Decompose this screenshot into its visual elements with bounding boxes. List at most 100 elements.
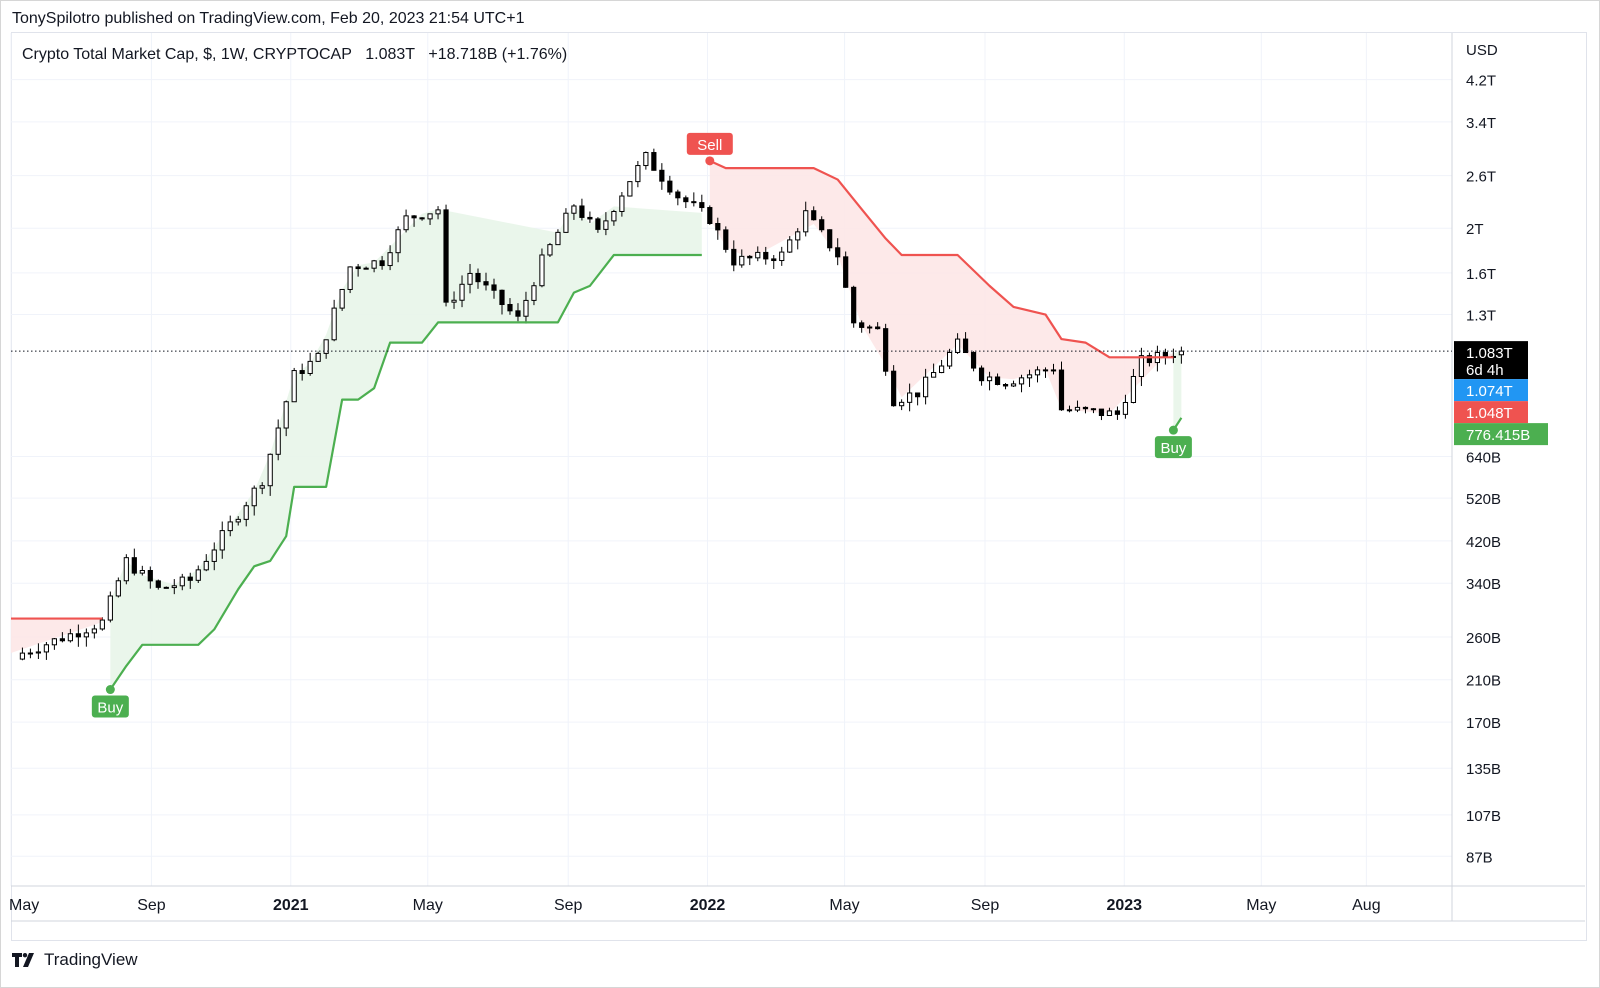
candle-body	[331, 307, 337, 341]
candle-body	[563, 212, 569, 233]
candle-body	[379, 260, 385, 267]
price-axis-tick: 1.6T	[1466, 266, 1496, 283]
candle-body	[91, 628, 97, 634]
price-axis-tick: 340B	[1466, 576, 1501, 593]
candle-body	[163, 586, 169, 589]
time-axis-tick: 2021	[273, 897, 309, 914]
candle-body	[171, 585, 177, 589]
candle-body	[891, 370, 897, 407]
candle-body	[339, 288, 345, 309]
legend-symbol: Crypto Total Market Cap, $, 1W, CRYPTOCA…	[22, 46, 352, 63]
time-axis-tick: Sep	[554, 897, 583, 914]
candle-body	[283, 401, 289, 429]
buy-signal-dot	[105, 685, 115, 695]
candle-body	[179, 576, 185, 587]
candle-body	[683, 197, 689, 203]
candle-body	[699, 202, 705, 209]
candle-body	[187, 576, 193, 581]
time-axis-tick: 2023	[1106, 897, 1142, 914]
candle-body	[523, 299, 529, 317]
legend-change: +18.718B (+1.76%)	[428, 46, 568, 63]
candle-body	[139, 569, 145, 574]
candle-body	[1002, 384, 1009, 387]
candle-body	[659, 169, 665, 182]
candle-body	[131, 557, 137, 574]
candle-body	[803, 210, 809, 233]
supertrend-fill-down	[709, 160, 1174, 414]
candle-body	[962, 338, 969, 354]
candle-body	[827, 229, 833, 249]
price-axis-tick: 2T	[1466, 221, 1484, 238]
candle-body	[843, 256, 849, 288]
candle-body	[291, 370, 297, 403]
price-axis-tick: 210B	[1466, 673, 1501, 690]
candle-body	[994, 376, 1001, 386]
candle-body	[715, 222, 721, 231]
candle-body	[1122, 401, 1129, 415]
candle-body	[763, 251, 769, 260]
candle-body	[235, 518, 241, 523]
candle-body	[499, 289, 505, 306]
candle-body	[819, 219, 825, 231]
price-axis-tick: 420B	[1466, 534, 1501, 551]
candle-body	[1050, 369, 1057, 372]
candle-body	[547, 244, 553, 256]
candle-body	[1018, 377, 1025, 385]
time-axis-tick: May	[829, 897, 859, 914]
candle-body	[507, 304, 513, 312]
supertrend-line-down	[709, 159, 1174, 359]
price-label-text: 1.083T	[1466, 345, 1513, 362]
candle-body	[755, 251, 761, 259]
sell-signal-text: Sell	[697, 137, 722, 154]
candle-body	[43, 644, 49, 653]
candle-body	[387, 252, 393, 267]
candle-body	[635, 165, 641, 183]
price-axis-tick: 520B	[1466, 491, 1501, 508]
time-axis-tick: Sep	[137, 897, 166, 914]
price-axis-tick: 260B	[1466, 630, 1501, 647]
time-axis-tick: Sep	[971, 897, 1000, 914]
candle-body	[603, 220, 609, 230]
price-label-text: 776.415B	[1466, 427, 1530, 444]
candle-body	[707, 207, 713, 224]
candle-body	[1090, 408, 1097, 411]
candle-body	[946, 351, 953, 367]
candle-body	[1098, 408, 1105, 416]
candle-body	[651, 152, 657, 171]
candle-body	[1146, 355, 1153, 364]
candle-body	[307, 360, 313, 374]
time-axis-tick: Aug	[1352, 897, 1380, 914]
candle-body	[435, 209, 441, 215]
price-axis-tick: 1.3T	[1466, 308, 1496, 325]
candle-body	[938, 365, 945, 374]
price-axis-tick: 2.6T	[1466, 169, 1496, 186]
candle-body	[1066, 409, 1073, 412]
candle-body	[347, 266, 353, 290]
candle-body	[731, 248, 737, 266]
supertrend-fill-up	[1173, 351, 1182, 431]
candle-body	[99, 619, 105, 630]
price-axis-unit: USD	[1466, 42, 1498, 59]
candle-body	[115, 580, 121, 597]
candle-body	[203, 560, 209, 571]
price-label-text: 1.048T	[1466, 405, 1513, 422]
candle-body	[787, 239, 793, 253]
footer[interactable]: TradingView	[12, 950, 138, 970]
candle-body	[51, 638, 57, 646]
candle-body	[675, 191, 681, 199]
candle-body	[363, 267, 369, 270]
buy-signal-text: Buy	[1160, 440, 1186, 457]
candle-body	[323, 339, 329, 354]
candle-body	[355, 266, 361, 270]
candle-body	[475, 272, 481, 283]
sell-signal-label	[686, 132, 733, 155]
candle-body	[923, 376, 929, 398]
candle-body	[811, 210, 817, 221]
candle-body	[579, 205, 585, 218]
candle-body	[467, 272, 473, 285]
candle-body	[1074, 406, 1081, 411]
candle-body	[978, 367, 985, 382]
candle-body	[1082, 406, 1089, 410]
candle-body	[1026, 374, 1033, 379]
